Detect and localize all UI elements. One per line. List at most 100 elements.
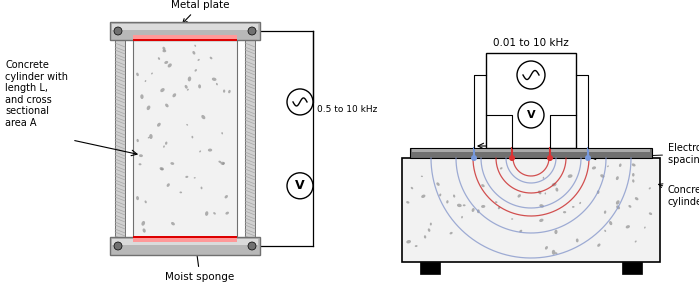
Ellipse shape <box>457 204 462 207</box>
Ellipse shape <box>194 45 196 47</box>
Ellipse shape <box>436 182 440 186</box>
Ellipse shape <box>597 190 600 194</box>
Bar <box>133 236 237 238</box>
Ellipse shape <box>415 245 417 247</box>
Ellipse shape <box>597 243 600 247</box>
Bar <box>410 148 652 158</box>
Ellipse shape <box>164 61 168 64</box>
Ellipse shape <box>224 195 228 199</box>
Ellipse shape <box>538 190 542 194</box>
Bar <box>245 40 255 237</box>
Ellipse shape <box>552 250 555 255</box>
Ellipse shape <box>160 168 164 170</box>
Ellipse shape <box>604 210 606 214</box>
Circle shape <box>547 155 553 161</box>
Ellipse shape <box>406 201 410 204</box>
Ellipse shape <box>517 194 521 198</box>
Ellipse shape <box>140 94 143 99</box>
Ellipse shape <box>626 225 630 228</box>
Ellipse shape <box>145 200 147 203</box>
Ellipse shape <box>162 47 166 51</box>
Bar <box>622 262 642 274</box>
Ellipse shape <box>472 208 475 212</box>
Text: 0.5 to 10 kHz: 0.5 to 10 kHz <box>317 105 377 114</box>
Ellipse shape <box>632 179 635 183</box>
Bar <box>402 158 660 262</box>
Ellipse shape <box>168 63 172 68</box>
Ellipse shape <box>555 252 557 254</box>
Bar <box>112 24 258 30</box>
Ellipse shape <box>449 232 453 234</box>
Ellipse shape <box>228 90 231 93</box>
Ellipse shape <box>192 51 195 55</box>
Ellipse shape <box>159 167 164 170</box>
Ellipse shape <box>481 205 485 208</box>
Ellipse shape <box>185 176 188 178</box>
Circle shape <box>509 155 515 161</box>
Ellipse shape <box>212 77 217 81</box>
Ellipse shape <box>540 204 544 208</box>
Ellipse shape <box>424 235 426 239</box>
Ellipse shape <box>632 173 635 177</box>
Bar <box>412 149 650 152</box>
Ellipse shape <box>171 222 175 225</box>
Circle shape <box>248 242 256 250</box>
Ellipse shape <box>210 57 212 59</box>
Ellipse shape <box>192 136 194 138</box>
Ellipse shape <box>143 228 146 233</box>
Ellipse shape <box>138 163 141 165</box>
Ellipse shape <box>165 141 167 145</box>
Bar <box>420 262 440 274</box>
Text: Concrete
cylinder: Concrete cylinder <box>658 184 699 207</box>
Circle shape <box>517 61 545 89</box>
Circle shape <box>585 155 591 161</box>
Ellipse shape <box>198 84 201 89</box>
Ellipse shape <box>619 164 621 167</box>
Text: Electrodes,
spacing a: Electrodes, spacing a <box>592 143 699 165</box>
Ellipse shape <box>160 88 165 92</box>
Ellipse shape <box>411 187 413 189</box>
Ellipse shape <box>430 222 432 225</box>
Ellipse shape <box>572 206 575 208</box>
Bar <box>133 40 237 237</box>
Ellipse shape <box>495 201 498 203</box>
Ellipse shape <box>222 162 224 165</box>
Ellipse shape <box>552 183 556 186</box>
Ellipse shape <box>171 162 174 165</box>
Ellipse shape <box>180 191 182 193</box>
Ellipse shape <box>198 59 200 61</box>
Bar <box>133 35 237 39</box>
Ellipse shape <box>616 176 619 180</box>
Bar <box>110 237 260 255</box>
Ellipse shape <box>635 240 637 242</box>
Ellipse shape <box>151 73 153 74</box>
Ellipse shape <box>542 177 545 179</box>
Ellipse shape <box>428 228 431 232</box>
Ellipse shape <box>187 89 189 91</box>
Ellipse shape <box>519 230 522 232</box>
Ellipse shape <box>145 80 146 82</box>
Ellipse shape <box>213 212 216 215</box>
Ellipse shape <box>616 200 619 205</box>
Ellipse shape <box>147 106 150 110</box>
Ellipse shape <box>216 83 218 85</box>
Ellipse shape <box>218 161 222 163</box>
Text: V: V <box>526 110 535 120</box>
Ellipse shape <box>511 218 513 220</box>
Ellipse shape <box>568 174 572 178</box>
Circle shape <box>114 242 122 250</box>
Text: Metal plate: Metal plate <box>171 0 229 23</box>
Bar <box>133 39 237 41</box>
Ellipse shape <box>186 124 188 126</box>
Ellipse shape <box>406 240 411 243</box>
Ellipse shape <box>165 104 168 107</box>
Bar <box>115 40 125 237</box>
Ellipse shape <box>222 132 223 135</box>
Ellipse shape <box>635 197 638 200</box>
Ellipse shape <box>194 69 197 72</box>
Ellipse shape <box>421 195 426 198</box>
Ellipse shape <box>539 219 544 222</box>
Ellipse shape <box>225 212 229 215</box>
Ellipse shape <box>628 205 631 208</box>
Ellipse shape <box>157 123 161 127</box>
